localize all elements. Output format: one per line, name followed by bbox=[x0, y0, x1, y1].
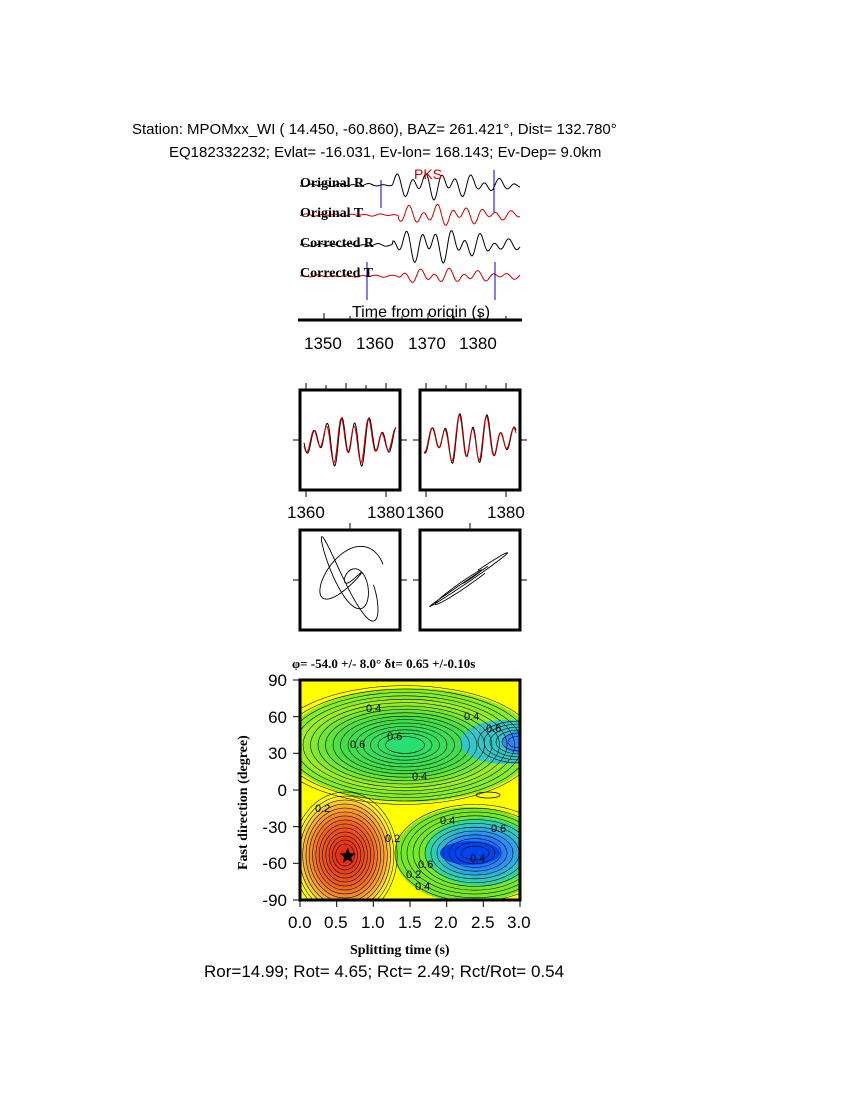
time-tick-1350: 1350 bbox=[304, 334, 342, 353]
contour-label: 0.6 bbox=[486, 723, 501, 735]
waveform-box-ticks bbox=[293, 383, 527, 497]
grid-ylabel: Fast direction (degree) bbox=[236, 735, 251, 870]
contour-label: 0.6 bbox=[387, 731, 402, 743]
grid-title: φ= -54.0 +/- 8.0° δt= 0.65 +/-0.10s bbox=[292, 656, 475, 671]
contour-label: 0.6 bbox=[350, 739, 365, 751]
trace-label-corrected-t: Corrected T bbox=[300, 266, 374, 281]
xtick-2-5: 2.5 bbox=[471, 913, 495, 932]
contour-label: 0.4 bbox=[415, 881, 430, 893]
grid-axis-ticks bbox=[293, 679, 521, 907]
contour-label: 0.6 bbox=[418, 859, 433, 871]
xtick-1-5: 1.5 bbox=[398, 913, 422, 932]
particle-motion-ticks bbox=[293, 523, 527, 581]
waveform-right-slow bbox=[423, 414, 517, 462]
grid-xtick-labels: 0.0 0.5 1.0 1.5 2.0 2.5 3.0 bbox=[288, 913, 531, 932]
xtick-2-0: 2.0 bbox=[434, 913, 458, 932]
best-fit-star-icon bbox=[339, 847, 356, 863]
trace-label-original-r: Original R bbox=[300, 176, 365, 191]
waveform-left-tick-1380: 1380 bbox=[367, 503, 405, 522]
waveform-left-tick-1360: 1360 bbox=[287, 503, 325, 522]
station-header: Station: MPOMxx_WI ( 14.450, -60.860), B… bbox=[132, 121, 617, 138]
trace-label-original-t: Original T bbox=[300, 206, 364, 221]
particle-motion-corrected bbox=[418, 528, 522, 632]
waveform-right-tick-1360: 1360 bbox=[406, 503, 444, 522]
trace-panel: Original R Original T Corrected R Correc… bbox=[298, 166, 522, 353]
contour-label: 0.2 bbox=[315, 803, 330, 815]
xtick-1-0: 1.0 bbox=[361, 913, 385, 932]
ytick-90: 90 bbox=[268, 671, 287, 690]
contour-label: 0.4 bbox=[412, 771, 427, 783]
contour-label: 0.4 bbox=[440, 815, 455, 827]
grid-ytick-labels: 90 60 30 0 -30 -60 -90 bbox=[262, 671, 287, 910]
grid-search-map bbox=[300, 680, 520, 900]
time-tick-1370: 1370 bbox=[408, 334, 446, 353]
contour-label: 0.6 bbox=[491, 823, 506, 835]
trace-corrected-r bbox=[299, 230, 521, 264]
splitting-stats: Ror=14.99; Rot= 4.65; Rct= 2.49; Rct/Rot… bbox=[204, 962, 565, 981]
contour-label: 0.2 bbox=[406, 869, 421, 881]
xtick-0-0: 0.0 bbox=[288, 913, 312, 932]
waveform-box-right bbox=[418, 388, 522, 492]
ytick-60: 60 bbox=[268, 708, 287, 727]
xtick-3-0: 3.0 bbox=[507, 913, 531, 932]
contour-value-labels: 0.4 0.4 0.6 0.6 0.4 0.2 0.2 0.4 0.6 0.2 … bbox=[315, 703, 506, 893]
contour-label: 0.4 bbox=[464, 711, 479, 723]
ytick-0: 0 bbox=[278, 781, 287, 800]
ytick-minus-90: -90 bbox=[262, 891, 287, 910]
contour-label: 0.4 bbox=[366, 703, 381, 715]
time-tick-1380: 1380 bbox=[459, 334, 497, 353]
time-axis-ticks bbox=[323, 313, 507, 320]
xtick-0-5: 0.5 bbox=[324, 913, 348, 932]
contour-label: 0.4 bbox=[470, 853, 485, 865]
time-tick-1360: 1360 bbox=[356, 334, 394, 353]
trace-corrected-t bbox=[299, 267, 521, 283]
trace-original-t bbox=[299, 204, 521, 226]
time-axis-label: Time from origin (s) bbox=[352, 304, 490, 321]
trace-label-corrected-r: Corrected R bbox=[300, 236, 375, 251]
ytick-minus-30: -30 bbox=[262, 818, 287, 837]
waveform-box-left bbox=[298, 388, 402, 492]
phase-label-pks: PKS bbox=[414, 166, 442, 182]
particle-motion-uncorrected bbox=[298, 528, 402, 632]
waveform-left-slow bbox=[303, 417, 396, 464]
contour-label: 0.2 bbox=[385, 833, 400, 845]
trace-original-r bbox=[299, 173, 521, 201]
grid-xlabel: Splitting time (s) bbox=[350, 943, 450, 958]
event-header: EQ182332232; Evlat= -16.031, Ev-lon= 168… bbox=[169, 144, 602, 161]
ytick-minus-60: -60 bbox=[262, 854, 287, 873]
ytick-30: 30 bbox=[268, 744, 287, 763]
waveform-right-tick-1380: 1380 bbox=[487, 503, 525, 522]
